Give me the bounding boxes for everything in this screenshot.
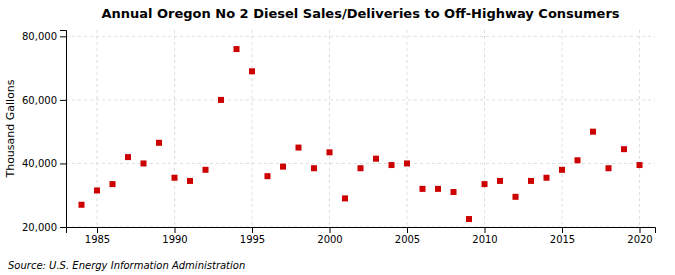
title: Annual Oregon No 2 Diesel Sales/Deliveri… bbox=[101, 6, 619, 21]
x-tick-label: 2005 bbox=[395, 234, 420, 245]
x-tick-label: 1985 bbox=[85, 234, 110, 245]
x-tick: 2005 bbox=[395, 227, 420, 245]
point bbox=[249, 68, 255, 74]
point bbox=[637, 162, 643, 168]
x-tick-label: 2010 bbox=[472, 234, 497, 245]
y-tick-mark bbox=[60, 100, 66, 101]
point bbox=[373, 156, 379, 162]
point bbox=[482, 181, 488, 187]
y-grid-line bbox=[66, 36, 655, 37]
x-grid-line bbox=[252, 30, 253, 227]
x-grid-line bbox=[329, 30, 330, 227]
x-tick-mark bbox=[485, 227, 486, 233]
point bbox=[420, 186, 426, 192]
x-tick: 2000 bbox=[317, 227, 342, 245]
x-tick: 1985 bbox=[85, 227, 110, 245]
x-tick-mark bbox=[175, 227, 176, 233]
x-tick-label: 2020 bbox=[627, 234, 652, 245]
point bbox=[559, 167, 565, 173]
point bbox=[156, 140, 162, 146]
y-tick-label: 20,000 bbox=[22, 222, 57, 233]
y-axis: 20,000 40,000 60,000 80,000 bbox=[22, 31, 67, 233]
point bbox=[621, 146, 627, 152]
y-tick: 40,000 bbox=[22, 158, 66, 169]
x-axis: 1985 1990 1995 2000 2005 2010 2015 2020 bbox=[67, 227, 656, 245]
x-tick-label: 2000 bbox=[317, 234, 342, 245]
point bbox=[590, 129, 596, 135]
point bbox=[280, 164, 286, 170]
point bbox=[79, 202, 85, 208]
x-tick: 1995 bbox=[240, 227, 265, 245]
x-tick: 2010 bbox=[472, 227, 497, 245]
y-axis-line bbox=[60, 31, 67, 228]
x-grid-line bbox=[639, 30, 640, 227]
chart: 1985 1990 1995 2000 2005 2010 2015 2020 20,000 40… bbox=[0, 0, 675, 275]
x-grid-line bbox=[174, 30, 175, 227]
y-tick-mark bbox=[60, 227, 66, 228]
y-tick-label: 40,000 bbox=[22, 158, 57, 169]
point bbox=[606, 165, 612, 171]
y-tick-mark bbox=[60, 36, 66, 37]
plot: 1985 1990 1995 2000 2005 2010 2015 2020 20,000 40… bbox=[22, 30, 656, 245]
x-tick-mark bbox=[97, 227, 98, 233]
x-tick: 2020 bbox=[627, 227, 652, 245]
x-tick-label: 1990 bbox=[162, 234, 187, 245]
point bbox=[203, 167, 209, 173]
point bbox=[544, 175, 550, 181]
point bbox=[358, 165, 364, 171]
y-grid-line bbox=[66, 99, 655, 100]
x-grid-line bbox=[562, 30, 563, 227]
x-tick-mark bbox=[330, 227, 331, 233]
point bbox=[187, 178, 193, 184]
y-grid-line bbox=[66, 163, 655, 164]
point bbox=[342, 195, 348, 201]
x-tick-label: 2015 bbox=[550, 234, 575, 245]
point bbox=[513, 194, 519, 200]
point bbox=[172, 175, 178, 181]
point bbox=[218, 97, 224, 103]
annotation: Source: U.S. Energy Information Administ… bbox=[8, 260, 245, 271]
point bbox=[234, 46, 240, 52]
y-tick: 20,000 bbox=[22, 222, 66, 233]
grid bbox=[66, 30, 655, 227]
point bbox=[497, 178, 503, 184]
x-tick-mark bbox=[252, 227, 253, 233]
x-tick: 2015 bbox=[550, 227, 575, 245]
point bbox=[435, 186, 441, 192]
x-grid-line bbox=[407, 30, 408, 227]
point bbox=[141, 160, 147, 166]
point bbox=[110, 181, 116, 187]
y-tick-label: 60,000 bbox=[22, 95, 57, 106]
point bbox=[296, 145, 302, 151]
x-axis-line bbox=[67, 228, 656, 234]
y-tick-label: 80,000 bbox=[22, 31, 57, 42]
y-axis-title: Thousand Gallons bbox=[4, 79, 17, 178]
point bbox=[451, 189, 457, 195]
x-grid-line bbox=[484, 30, 485, 227]
x-tick-mark bbox=[640, 227, 641, 233]
point bbox=[125, 154, 131, 160]
point bbox=[466, 216, 472, 222]
point bbox=[265, 173, 271, 179]
point bbox=[528, 178, 534, 184]
x-tick: 1990 bbox=[162, 227, 187, 245]
points bbox=[79, 46, 643, 222]
point bbox=[575, 157, 581, 163]
point bbox=[404, 160, 410, 166]
point bbox=[94, 187, 100, 193]
x-tick-mark bbox=[407, 227, 408, 233]
point bbox=[311, 165, 317, 171]
y-tick: 80,000 bbox=[22, 31, 66, 42]
x-grid-line bbox=[97, 30, 98, 227]
x-tick-label: 1995 bbox=[240, 234, 265, 245]
point bbox=[389, 162, 395, 168]
y-tick-mark bbox=[60, 163, 66, 164]
y-tick: 60,000 bbox=[22, 95, 66, 106]
x-tick-mark bbox=[562, 227, 563, 233]
point bbox=[327, 149, 333, 155]
